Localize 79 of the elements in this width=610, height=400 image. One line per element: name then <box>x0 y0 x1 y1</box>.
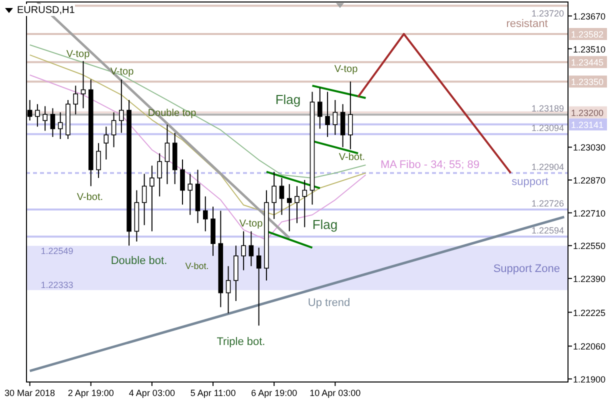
ref-line-label: 1.23200 <box>571 108 604 118</box>
y-tick-label: 1.22225 <box>573 308 606 318</box>
candlestick <box>119 79 124 134</box>
line-series <box>29 44 366 178</box>
candlestick <box>96 142 101 178</box>
candlestick <box>111 112 116 148</box>
annotation: Flag <box>275 92 301 107</box>
x-tick-label: 5 Apr 11:00 <box>190 388 236 398</box>
y-tick-label: 1.21900 <box>573 374 606 384</box>
candlestick <box>164 124 170 185</box>
x-tick-label: 30 Mar 2018 <box>4 388 56 398</box>
candlestick <box>248 230 254 267</box>
ref-line-label: 1.23445 <box>571 58 604 68</box>
annotation: 1.22549 <box>40 246 74 256</box>
ref-line-label: 1.23189 <box>531 104 564 114</box>
y-tick-label: 1.22710 <box>573 208 606 218</box>
annotation: V-top <box>66 49 90 60</box>
x-tick-label: 2 Apr 19:00 <box>68 388 114 398</box>
x-tick-label: 4 Apr 03:00 <box>128 388 175 398</box>
candlestick <box>104 126 109 160</box>
y-tick-label: 1.22870 <box>573 176 606 186</box>
candlestick <box>279 177 284 216</box>
annotation: V-top <box>334 64 358 75</box>
candlestick <box>302 180 308 228</box>
annotation: V-top <box>110 66 134 78</box>
candlestick <box>180 158 185 206</box>
ref-line-label: 1.23141 <box>571 120 604 130</box>
y-tick-label: 1.23510 <box>573 44 606 54</box>
candlestick <box>294 186 300 224</box>
annotation: V-top <box>239 218 264 230</box>
annotation: 1.22333 <box>40 280 74 290</box>
annotation: Double top <box>148 108 197 119</box>
ref-line-label: 1.22904 <box>531 162 564 172</box>
annotation: Up trend <box>308 297 350 309</box>
candlestick <box>332 100 338 136</box>
candlestick <box>188 173 193 216</box>
candlestick <box>325 91 330 138</box>
ref-line-label: 1.22594 <box>531 226 564 236</box>
candlestick <box>340 104 346 148</box>
candlestick <box>42 106 48 132</box>
annotation: MA Fibo - 34; 55; 89 <box>380 159 480 171</box>
candlestick <box>202 196 208 232</box>
chart-title: EURUSD,H1 <box>17 5 76 16</box>
band-label: Support Zone <box>493 262 560 275</box>
ref-line-label: 1.23720 <box>531 8 564 19</box>
candlestick <box>35 104 40 128</box>
candlestick <box>286 184 292 232</box>
annotation: resistant <box>506 18 548 30</box>
candlestick <box>58 112 63 140</box>
annotation: Double bot. <box>110 255 168 267</box>
annotation: Triple bot. <box>216 336 266 348</box>
candlestick <box>318 87 322 130</box>
ref-line-label: 1.23582 <box>571 29 604 40</box>
ref-line-label: 1.23350 <box>571 77 604 88</box>
y-tick-label: 1.22550 <box>573 241 606 252</box>
annotation: V-bot. <box>185 261 209 271</box>
candlestick <box>226 266 231 314</box>
candlestick <box>157 152 162 197</box>
candlestick <box>348 81 353 150</box>
candlestick <box>150 165 154 232</box>
annotation: V-bot. <box>76 192 104 203</box>
x-tick-label: 6 Apr 19:00 <box>251 388 298 398</box>
annotation: Flag <box>312 217 338 232</box>
y-tick-label: 1.23670 <box>573 11 606 22</box>
candlestick <box>80 60 86 109</box>
y-tick-label: 1.23030 <box>573 142 606 153</box>
candlestick <box>241 230 246 271</box>
candlestick <box>256 247 262 326</box>
candlestick <box>142 173 147 226</box>
candlestick <box>272 171 276 220</box>
annotation: support <box>512 176 548 188</box>
ref-line-label: 1.22726 <box>531 198 564 209</box>
candlestick <box>50 108 56 138</box>
y-tick-label: 1.22390 <box>573 274 606 284</box>
ref-line-label: 1.23094 <box>531 123 564 134</box>
annotation: V-bot. <box>338 152 366 164</box>
y-tick-label: 1.22060 <box>573 342 606 352</box>
candlestick <box>73 85 78 115</box>
x-tick-label: 10 Apr 03:00 <box>310 388 361 398</box>
